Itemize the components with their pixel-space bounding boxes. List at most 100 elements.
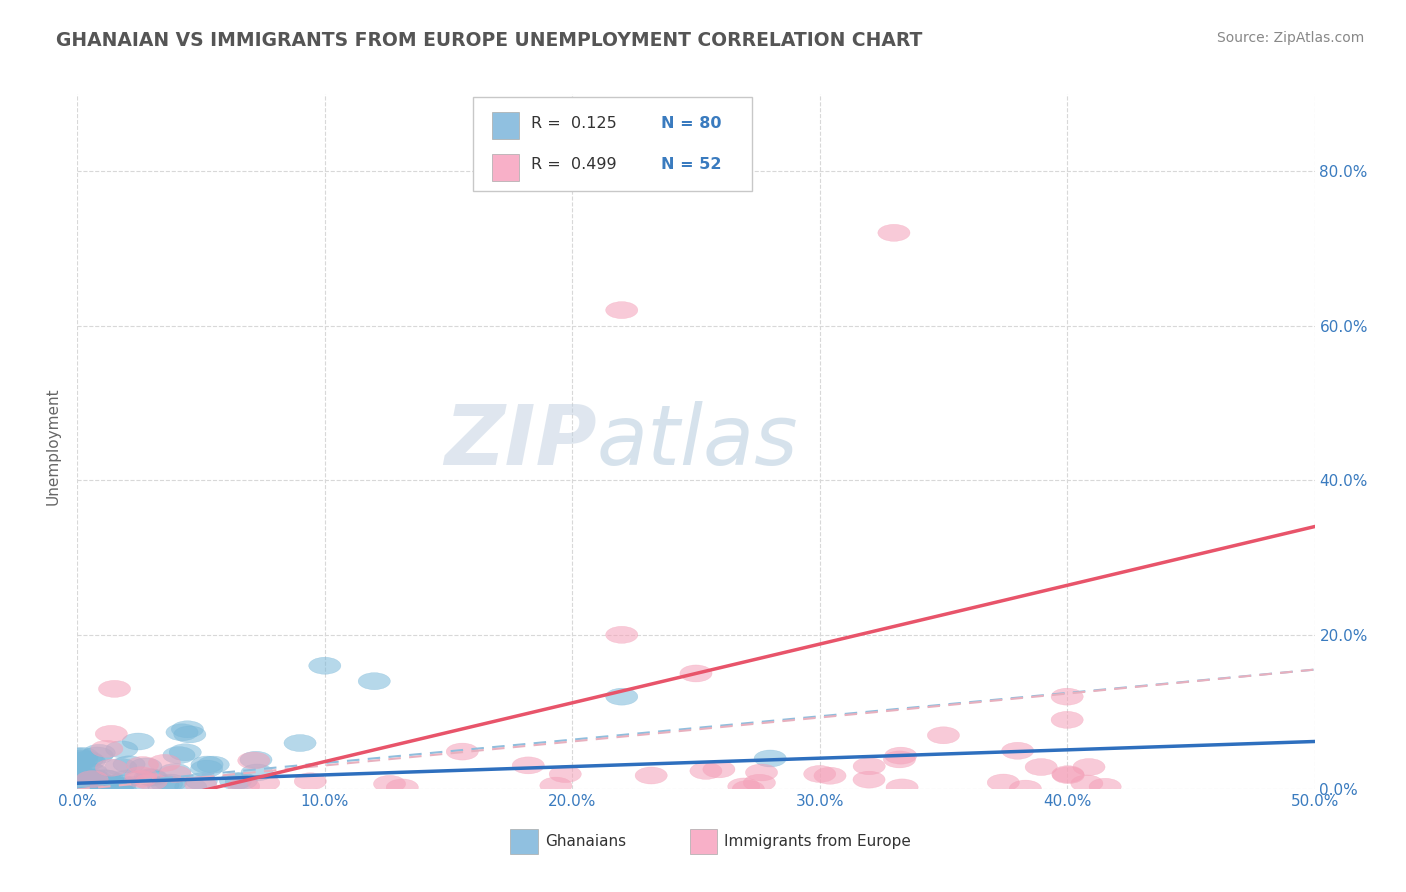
Ellipse shape: [225, 772, 257, 789]
Ellipse shape: [96, 725, 128, 742]
Ellipse shape: [72, 769, 104, 786]
Ellipse shape: [703, 761, 735, 778]
Ellipse shape: [76, 769, 108, 786]
Ellipse shape: [184, 776, 217, 793]
Ellipse shape: [72, 771, 104, 788]
Ellipse shape: [309, 657, 340, 674]
Ellipse shape: [65, 780, 97, 797]
Ellipse shape: [62, 780, 94, 797]
Ellipse shape: [98, 681, 131, 698]
Ellipse shape: [125, 771, 157, 788]
Text: N = 80: N = 80: [661, 116, 721, 131]
Ellipse shape: [814, 767, 846, 784]
Ellipse shape: [100, 780, 132, 797]
Ellipse shape: [66, 768, 98, 785]
Ellipse shape: [745, 764, 778, 781]
Ellipse shape: [174, 726, 205, 743]
Text: Unemployment: Unemployment: [46, 387, 60, 505]
Ellipse shape: [82, 747, 112, 764]
Ellipse shape: [159, 764, 191, 780]
Ellipse shape: [228, 778, 260, 795]
Ellipse shape: [79, 774, 111, 791]
Ellipse shape: [62, 777, 94, 794]
Text: R =  0.125: R = 0.125: [531, 116, 617, 131]
Ellipse shape: [446, 743, 478, 760]
Ellipse shape: [129, 758, 162, 775]
Ellipse shape: [238, 752, 270, 769]
Ellipse shape: [104, 758, 136, 775]
Text: R =  0.499: R = 0.499: [531, 157, 617, 171]
Ellipse shape: [62, 768, 94, 785]
Ellipse shape: [186, 772, 218, 789]
Ellipse shape: [1073, 758, 1105, 775]
Ellipse shape: [80, 778, 112, 795]
Ellipse shape: [1010, 780, 1042, 797]
Ellipse shape: [111, 770, 143, 787]
Ellipse shape: [512, 757, 544, 774]
Ellipse shape: [122, 733, 155, 750]
Ellipse shape: [877, 224, 910, 242]
Ellipse shape: [72, 770, 104, 787]
Ellipse shape: [62, 777, 93, 794]
Bar: [492, 154, 519, 180]
Ellipse shape: [67, 776, 100, 793]
Ellipse shape: [987, 774, 1019, 791]
Ellipse shape: [69, 768, 101, 786]
Ellipse shape: [359, 673, 391, 690]
Ellipse shape: [606, 301, 638, 318]
Ellipse shape: [80, 771, 112, 788]
Ellipse shape: [75, 763, 107, 780]
Ellipse shape: [172, 721, 204, 738]
Ellipse shape: [77, 779, 110, 796]
Ellipse shape: [733, 780, 765, 797]
Ellipse shape: [884, 747, 917, 764]
Ellipse shape: [63, 750, 96, 767]
Ellipse shape: [112, 756, 145, 772]
Ellipse shape: [101, 780, 134, 797]
Ellipse shape: [105, 741, 138, 758]
Ellipse shape: [387, 779, 419, 796]
Ellipse shape: [90, 778, 122, 795]
Ellipse shape: [134, 769, 166, 786]
Ellipse shape: [63, 779, 94, 796]
Ellipse shape: [163, 747, 195, 764]
Ellipse shape: [1052, 766, 1084, 784]
Ellipse shape: [159, 765, 191, 782]
Ellipse shape: [70, 771, 103, 788]
Ellipse shape: [96, 759, 128, 776]
Ellipse shape: [73, 762, 105, 780]
Ellipse shape: [191, 756, 224, 773]
Ellipse shape: [606, 688, 638, 706]
Text: Ghanaians: Ghanaians: [546, 834, 626, 849]
Ellipse shape: [91, 740, 122, 757]
Ellipse shape: [853, 772, 886, 789]
Ellipse shape: [744, 774, 776, 791]
Ellipse shape: [89, 770, 121, 787]
Text: Immigrants from Europe: Immigrants from Europe: [724, 834, 911, 849]
Ellipse shape: [100, 777, 132, 794]
Ellipse shape: [169, 744, 201, 761]
Ellipse shape: [84, 780, 117, 797]
FancyBboxPatch shape: [474, 97, 752, 191]
Ellipse shape: [77, 780, 110, 797]
Ellipse shape: [62, 748, 94, 765]
Ellipse shape: [97, 780, 129, 797]
Ellipse shape: [550, 765, 581, 782]
Ellipse shape: [681, 665, 711, 682]
Ellipse shape: [247, 774, 280, 791]
Ellipse shape: [91, 770, 124, 787]
Text: ZIP: ZIP: [444, 401, 598, 482]
Ellipse shape: [77, 779, 108, 796]
Text: atlas: atlas: [598, 401, 799, 482]
Bar: [690, 829, 717, 855]
Ellipse shape: [197, 756, 229, 773]
Ellipse shape: [166, 723, 198, 740]
Ellipse shape: [155, 774, 187, 791]
Ellipse shape: [928, 727, 959, 744]
Ellipse shape: [174, 779, 207, 796]
Ellipse shape: [294, 772, 326, 789]
Text: Source: ZipAtlas.com: Source: ZipAtlas.com: [1216, 31, 1364, 45]
Text: N = 52: N = 52: [661, 157, 721, 171]
Ellipse shape: [374, 775, 406, 792]
Ellipse shape: [62, 755, 94, 772]
